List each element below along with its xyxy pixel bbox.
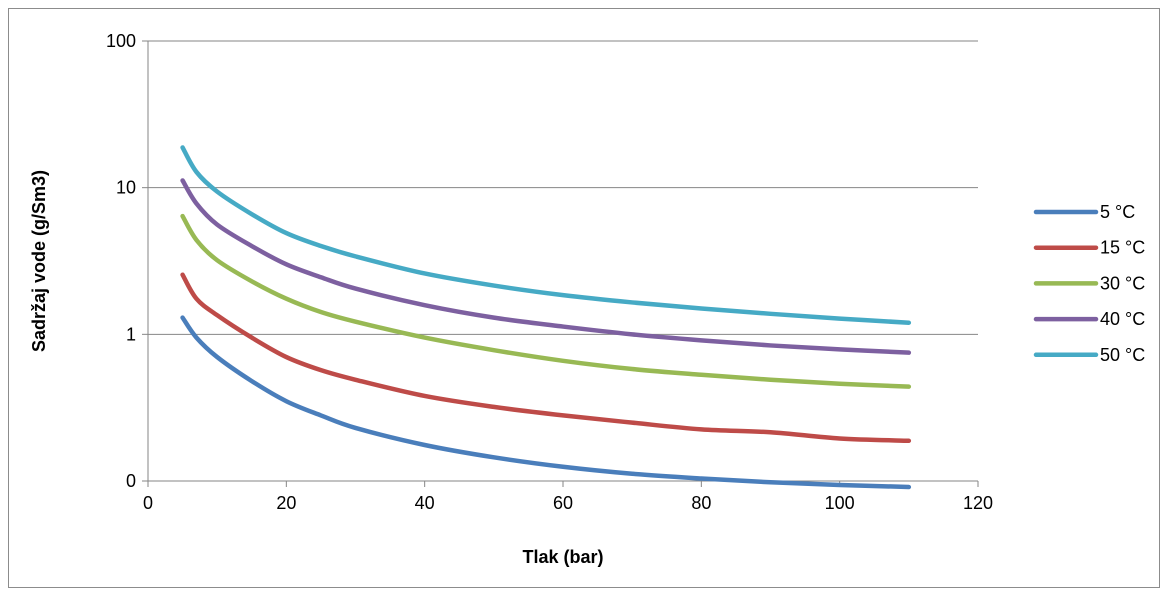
legend-label: 15 °C: [1100, 238, 1145, 258]
y-tick-label: 1: [126, 324, 136, 344]
axis-layer: [142, 40, 979, 487]
legend: 5 °C 15 °C 30 °C 40 °C 50 °C: [1033, 202, 1145, 365]
x-tick-label: 100: [825, 493, 855, 513]
x-tick-label: 80: [691, 493, 711, 513]
x-tick-label: 40: [415, 493, 435, 513]
series-line: [180, 178, 912, 355]
y-axis-title: Sadržaj vode (g/Sm3): [29, 170, 49, 352]
y-tick-label: 0: [126, 471, 136, 491]
x-axis-title: Tlak (bar): [522, 547, 603, 567]
legend-label: 40 °C: [1100, 309, 1145, 329]
x-tick-label: 120: [963, 493, 993, 513]
x-tick-label: 20: [276, 493, 296, 513]
legend-label: 30 °C: [1100, 273, 1145, 293]
legend-label: 5 °C: [1100, 202, 1135, 222]
chart-frame: 0 1 10 100 0 20 40 60 80 100 120 Tlak (bar) Sadrža…: [8, 8, 1160, 588]
y-tick-label: 10: [116, 178, 136, 198]
grid-layer: [148, 40, 978, 335]
x-tick-label: 60: [553, 493, 573, 513]
series-line: [180, 272, 912, 444]
series-layer: [180, 145, 912, 490]
series-line: [180, 145, 912, 325]
label-layer: 0 1 10 100 0 20 40 60 80 100 120: [106, 31, 993, 513]
x-tick-label: 0: [143, 493, 153, 513]
y-tick-label: 100: [106, 31, 136, 51]
series-line: [180, 213, 912, 389]
chart-svg: 0 1 10 100 0 20 40 60 80 100 120 Tlak (bar) Sadrža…: [29, 31, 1145, 567]
series-line: [180, 315, 912, 490]
legend-label: 50 °C: [1100, 345, 1145, 365]
